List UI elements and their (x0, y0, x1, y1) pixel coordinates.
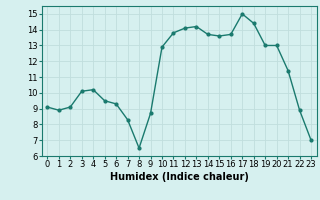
X-axis label: Humidex (Indice chaleur): Humidex (Indice chaleur) (110, 172, 249, 182)
